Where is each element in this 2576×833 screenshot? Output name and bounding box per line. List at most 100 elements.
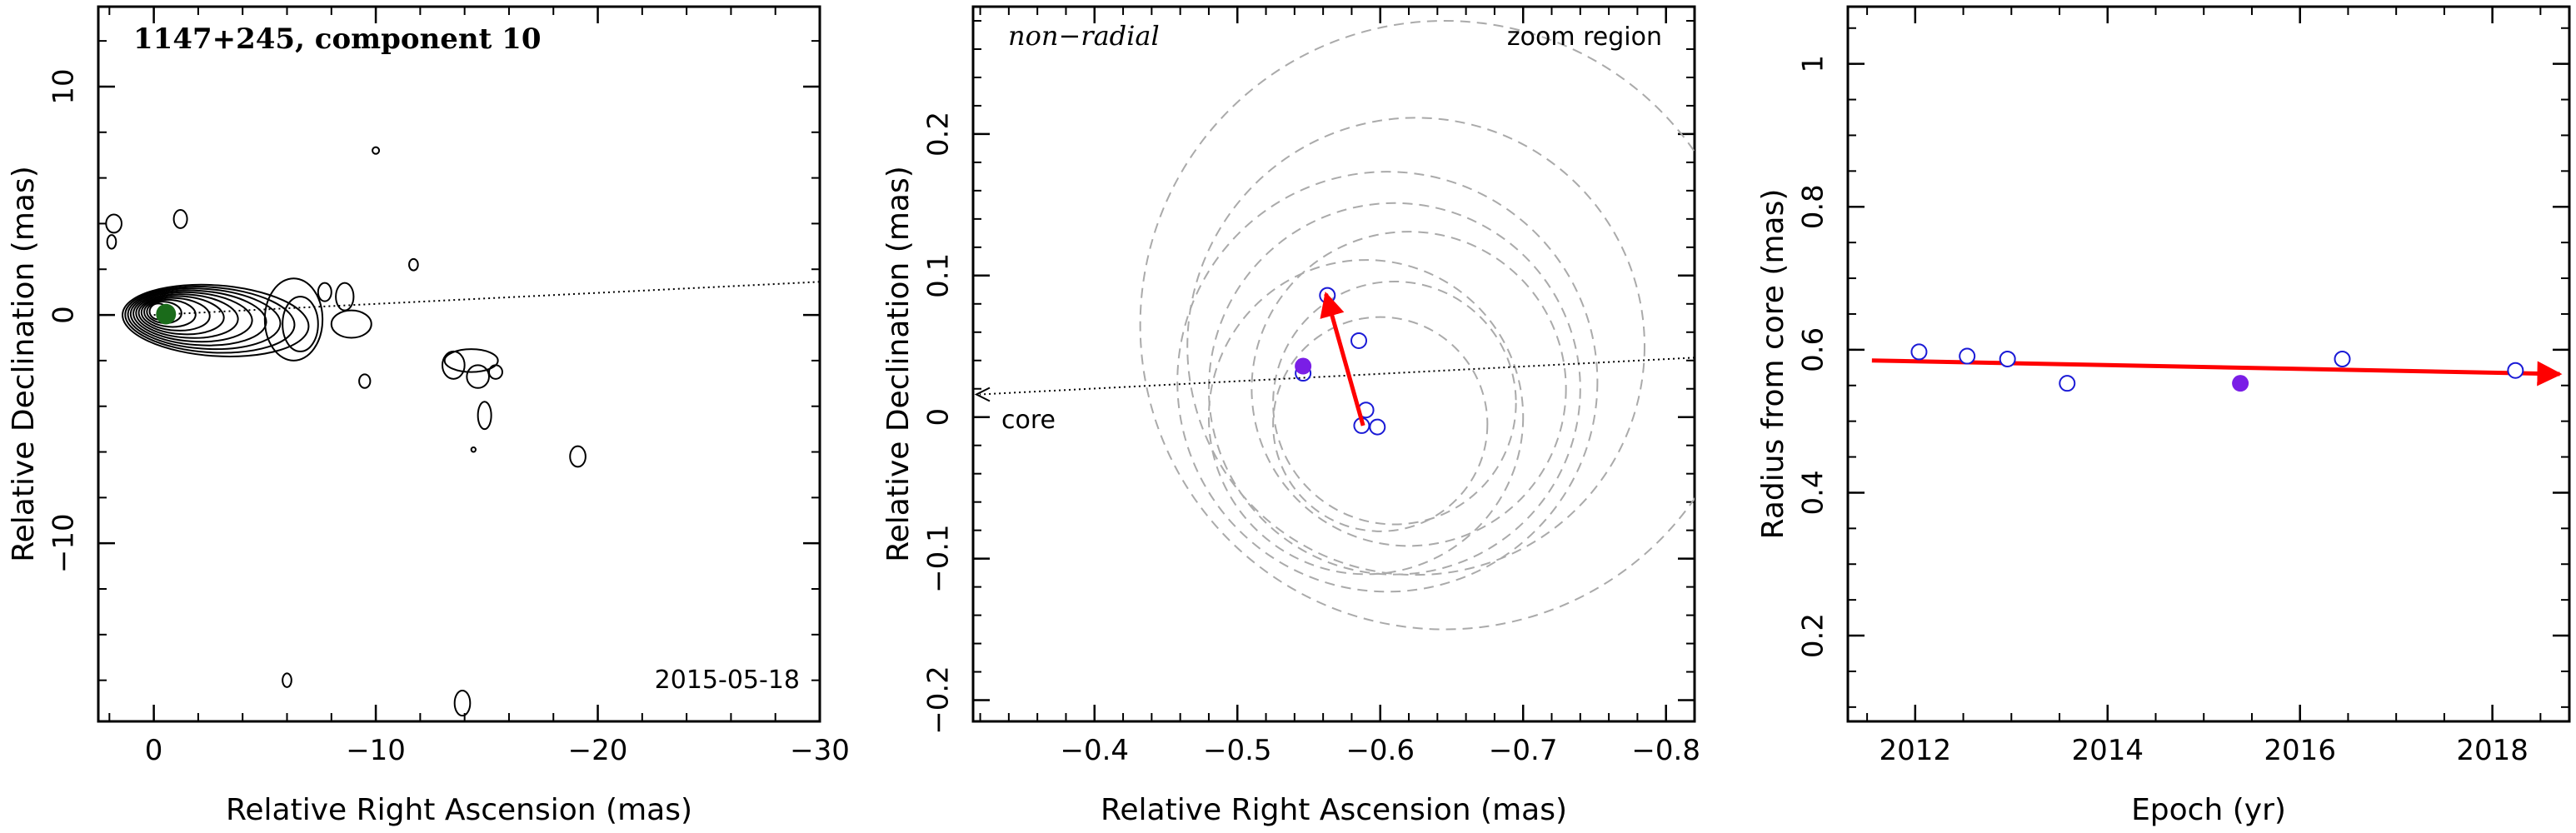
contour-line	[453, 689, 472, 717]
contour-line	[282, 672, 292, 688]
contour-line	[317, 282, 332, 302]
x-tick-label: −0.7	[1489, 734, 1558, 767]
x-tick-label: 0	[145, 734, 163, 767]
core-label: core	[1001, 406, 1056, 435]
panel3-axes: 2012 2014 2016 2018 1 0.8 0.6 0.4 0.2	[1797, 7, 2569, 767]
data-point	[2334, 350, 2351, 367]
contour-line	[263, 277, 324, 362]
core-direction-line	[979, 357, 1695, 396]
trajectory-line	[153, 281, 820, 317]
contour-line	[135, 293, 239, 339]
observation-date: 2015-05-18	[655, 666, 800, 695]
x-tick-label: −0.6	[1345, 734, 1415, 767]
contour-line	[282, 296, 319, 352]
x-tick-label: −0.8	[1631, 734, 1700, 767]
y-tick-label: 1	[1797, 55, 1830, 73]
contour-line	[122, 283, 310, 357]
panel1-axes: 0 −10 −20 −30 10 0 −10	[47, 7, 850, 767]
contour-layer	[105, 146, 587, 717]
contour-line	[140, 297, 211, 332]
x-tick-label: −0.4	[1060, 734, 1129, 767]
contour-line	[172, 208, 188, 229]
panel3-frame	[1846, 5, 2571, 723]
beam-circle	[1186, 117, 1645, 576]
contour-line	[443, 348, 499, 373]
panel1-ylabel: Relative Declination (mas)	[7, 166, 41, 562]
panel1-title: 1147+245, component 10	[133, 22, 542, 56]
panel1-xlabel: Relative Right Ascension (mas)	[226, 793, 692, 827]
contour-line	[569, 445, 587, 468]
panel2-ylabel: Relative Declination (mas)	[881, 166, 916, 562]
core-arrowhead	[974, 387, 991, 402]
contour-line	[132, 291, 253, 343]
contour-line	[408, 257, 419, 272]
beam-circle	[1176, 171, 1599, 593]
data-point	[2507, 362, 2524, 379]
contour-line	[127, 287, 282, 351]
y-tick-label: −10	[47, 513, 81, 573]
component-marker	[156, 303, 177, 325]
x-tick-label: −0.5	[1203, 734, 1272, 767]
panel1-marks	[153, 281, 820, 325]
beam-circle	[1251, 231, 1567, 547]
contour-line	[143, 298, 197, 328]
data-point	[2059, 375, 2076, 392]
y-tick-label: −0.1	[922, 524, 956, 593]
contour-line	[330, 309, 372, 339]
panel2-marks	[974, 20, 1695, 631]
x-tick-label: 2012	[1880, 734, 1952, 767]
x-tick-label: −10	[346, 734, 406, 767]
data-point	[1999, 350, 2016, 367]
beam-circle	[1207, 259, 1525, 576]
panel1-frame	[97, 5, 821, 723]
y-tick-label: 0	[47, 306, 81, 324]
non-radial-annotation: non−radial	[1008, 20, 1160, 52]
data-point-filled	[1295, 357, 1312, 375]
zoom-region-annotation: zoom region	[1507, 22, 1662, 52]
data-point	[1959, 347, 1976, 365]
contour-line	[124, 286, 296, 354]
y-tick-label: 0.6	[1797, 327, 1830, 372]
contour-line	[106, 234, 117, 250]
panel-zoom-region: −0.4 −0.5 −0.6 −0.7 −0.8 0.2 0.1 0 −0.1 −0.2 non−…	[881, 5, 1700, 827]
panel-radius-vs-epoch: 2012 2014 2016 2018 1 0.8 0.6 0.4 0.2 Epoch (yr)…	[1756, 5, 2571, 827]
x-tick-label: −20	[568, 734, 628, 767]
y-tick-label: −0.2	[922, 666, 956, 735]
fit-line-arrow	[1871, 358, 2563, 387]
motion-vector-arrow	[1320, 292, 1365, 426]
beam-circle	[1207, 202, 1581, 576]
y-tick-label: 0	[922, 408, 956, 426]
beam-circle	[1272, 280, 1517, 526]
x-tick-label: 2014	[2071, 734, 2144, 767]
data-point	[1369, 418, 1386, 436]
panel2-xlabel: Relative Right Ascension (mas)	[1101, 793, 1567, 827]
contour-line	[442, 350, 466, 380]
y-tick-label: 10	[47, 68, 81, 104]
panel2-frame	[971, 5, 1696, 723]
y-tick-label: 0.8	[1797, 184, 1830, 229]
contour-line	[137, 295, 225, 336]
panel3-ylabel: Radius from core (mas)	[1756, 189, 1790, 540]
contour-line	[470, 446, 477, 453]
x-tick-label: −30	[790, 734, 850, 767]
contour-line	[466, 364, 490, 389]
panel2-axes: −0.4 −0.5 −0.6 −0.7 −0.8 0.2 0.1 0 −0.1 −0.2	[922, 7, 1700, 767]
data-point	[1350, 332, 1368, 349]
y-tick-label: 0.2	[1797, 613, 1830, 658]
beam-circle	[1139, 20, 1695, 631]
beam-circle	[1272, 316, 1489, 532]
contour-line	[129, 289, 267, 347]
contour-line	[372, 146, 381, 155]
panel3-xlabel: Epoch (yr)	[2131, 793, 2286, 827]
contour-line	[358, 373, 372, 389]
contour-line	[477, 401, 492, 431]
contour-line	[105, 213, 122, 234]
y-tick-label: 0.2	[922, 112, 956, 157]
data-point-filled	[2232, 375, 2249, 392]
x-tick-label: 2018	[2456, 734, 2529, 767]
x-tick-label: 2016	[2264, 734, 2336, 767]
y-tick-label: 0.4	[1797, 470, 1830, 515]
y-tick-label: 0.1	[922, 253, 956, 298]
